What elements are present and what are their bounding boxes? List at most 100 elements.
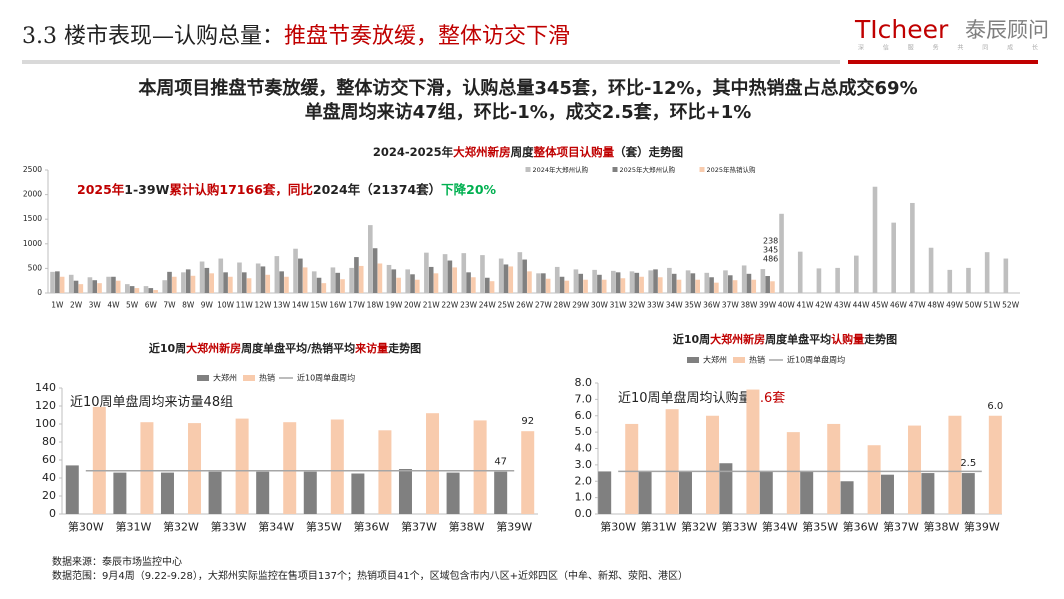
- bar: [473, 420, 487, 514]
- bar: [732, 280, 738, 293]
- chart-title-part: 大郑州新房: [710, 332, 765, 346]
- bar: [947, 269, 953, 293]
- bar: [770, 281, 775, 293]
- annotation-part: 下降20%: [441, 182, 496, 197]
- bar: [228, 276, 233, 293]
- x-tick-label: 10W: [217, 300, 235, 309]
- bar: [55, 271, 60, 293]
- bar: [208, 471, 222, 514]
- header-title: 3.3 楼市表现—认购总量：推盘节奏放缓，整体访交下滑: [22, 24, 570, 49]
- bar: [961, 473, 975, 514]
- bar: [527, 271, 532, 293]
- x-tick-label: 16W: [329, 300, 347, 309]
- bar: [78, 284, 84, 293]
- bar: [559, 276, 565, 293]
- bar: [73, 280, 79, 293]
- bar: [880, 474, 894, 514]
- x-tick-label: 25W: [497, 300, 515, 309]
- y-tick-label: 6.0: [575, 409, 593, 422]
- bar: [517, 252, 523, 293]
- data-label: 92: [521, 416, 534, 427]
- y-tick-label: 1.0: [575, 491, 593, 504]
- bar: [368, 225, 373, 293]
- y-tick-label: 500: [28, 263, 43, 272]
- summary-line: 单盘周均来访47组，环比-1%，成交2.5套，环比+1%: [305, 101, 752, 123]
- bar: [283, 422, 297, 514]
- legend-label: 近10周单盘周均: [787, 355, 845, 365]
- chart-title-part: 走势图: [863, 332, 897, 346]
- x-tick-label: 第37W: [401, 519, 437, 533]
- summary-line: 本周项目推盘节奏放缓，整体访交下滑，认购总量345套，环比-12%，其中热销盘占…: [138, 77, 917, 99]
- annotation-part: 近10周单盘周均来访量48组: [70, 394, 233, 410]
- bar: [578, 273, 584, 293]
- bar: [335, 272, 341, 293]
- bar: [351, 473, 365, 514]
- bar: [190, 275, 196, 293]
- data-label: 486: [763, 255, 778, 264]
- header-rule: [22, 60, 840, 64]
- legend-swatch: [243, 375, 255, 381]
- bar: [188, 423, 202, 514]
- bar: [255, 263, 261, 293]
- x-tick-label: 第30W: [68, 519, 104, 533]
- bar: [461, 253, 467, 293]
- bar: [597, 274, 602, 293]
- bar: [854, 255, 859, 293]
- bar: [746, 389, 760, 514]
- x-tick-label: 1W: [51, 300, 64, 309]
- y-tick-label: 2.0: [575, 474, 593, 487]
- bar: [284, 276, 289, 293]
- bar: [340, 279, 345, 293]
- bar: [536, 273, 541, 293]
- header-section: 3.3 楼市表现—认购总量：: [22, 24, 284, 49]
- bar: [349, 267, 354, 293]
- x-tick-label: 第31W: [641, 519, 677, 533]
- x-tick-label: 第34W: [258, 519, 294, 533]
- bar: [779, 213, 784, 293]
- bar: [279, 271, 284, 293]
- bar: [185, 269, 191, 293]
- bar: [706, 415, 720, 514]
- bar: [265, 274, 271, 293]
- x-tick-label: 21W: [423, 300, 441, 309]
- x-tick-label: 33W: [647, 300, 665, 309]
- x-tick-label: 6W: [145, 300, 158, 309]
- bar: [872, 186, 878, 293]
- bar: [667, 267, 672, 293]
- legend-swatch: [612, 167, 618, 172]
- bar: [428, 266, 434, 293]
- bar: [611, 270, 616, 293]
- bar: [658, 277, 663, 293]
- bar: [704, 272, 710, 293]
- bar: [447, 260, 453, 293]
- annotation-part: 1-39W: [124, 182, 169, 197]
- x-tick-label: 14W: [292, 300, 310, 309]
- y-tick-label: 20: [42, 489, 56, 502]
- x-tick-label: 31W: [610, 300, 628, 309]
- bar: [545, 278, 551, 293]
- x-tick-label: 8W: [182, 300, 195, 309]
- y-tick-label: 0: [37, 288, 42, 297]
- legend-swatch: [525, 167, 531, 172]
- bar: [1003, 258, 1009, 293]
- bar: [760, 269, 766, 293]
- legend-label: 热销: [259, 373, 275, 383]
- chart-title: 近10周大郑州新房周度单盘平均认购量走势图: [673, 332, 897, 346]
- x-tick-label: 29W: [572, 300, 590, 309]
- y-tick-label: 1000: [23, 239, 42, 248]
- bar: [330, 267, 336, 293]
- x-tick-label: 第31W: [115, 519, 151, 533]
- y-tick-label: 2500: [23, 165, 42, 174]
- bar: [498, 258, 504, 293]
- bar: [415, 279, 420, 293]
- bar: [311, 271, 317, 293]
- bar: [87, 277, 93, 293]
- bar: [800, 471, 814, 514]
- bar: [695, 279, 700, 293]
- x-tick-label: 52W: [1002, 300, 1020, 309]
- chart-title-part: 周度单盘平均/热销平均: [241, 341, 355, 355]
- x-tick-label: 第33W: [211, 519, 247, 533]
- bar: [891, 222, 896, 293]
- logo-name: 泰辰顾问: [965, 18, 1049, 42]
- bar: [521, 431, 535, 514]
